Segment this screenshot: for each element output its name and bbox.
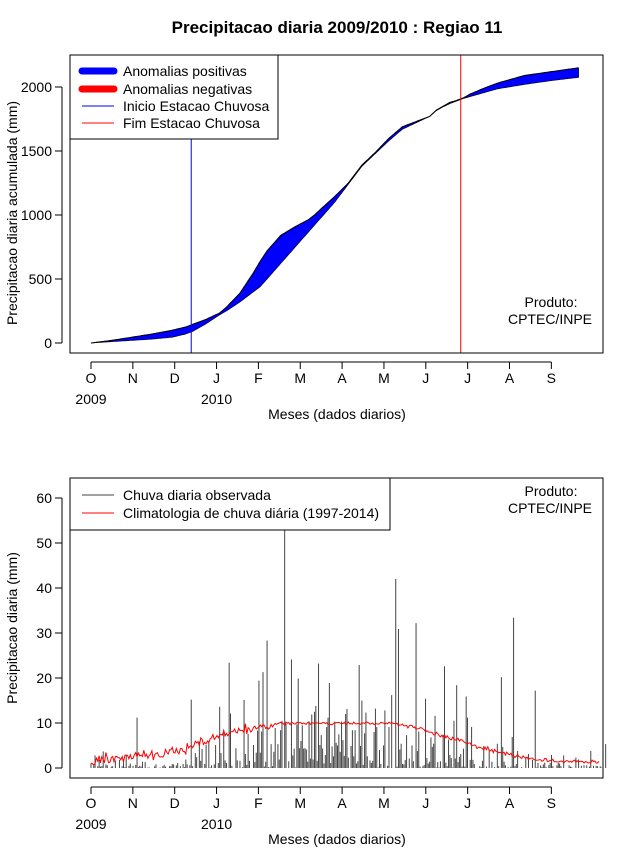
top-x-tick-label: J	[213, 370, 220, 386]
bottom-legend-box	[69, 477, 391, 531]
top-x-tick-label: J	[422, 370, 429, 386]
top-panel: 0 500 1000 1500 2000 O N D J F M A M J J A S 2009 2010 Pr…	[4, 54, 604, 422]
bottom-x-axis-label: Meses (dados diarios)	[268, 831, 406, 847]
legend-label-climatology: Climatologia de chuva diária (1997-2014)	[123, 505, 379, 521]
observed-cumulative-line	[90, 67, 579, 344]
bottom-x-tick-label: A	[337, 795, 347, 811]
legend-label-positive: Anomalias positivas	[123, 63, 247, 79]
top-x-tick-label: A	[505, 370, 515, 386]
bottom-panel: 0 10 20 30 40 50 60 O N D J F M A M J J A S 2009 2010 Preci…	[4, 477, 607, 847]
bottom-y-tick-label: 0	[44, 760, 52, 776]
top-legend: Anomalias positivas Anomalias negativas …	[69, 54, 279, 140]
top-x-tick-label: D	[170, 370, 180, 386]
top-x-tick-label: M	[378, 370, 390, 386]
top-product-label-line2: CPTEC/INPE	[508, 311, 592, 327]
top-product-label-line1: Produto:	[525, 294, 578, 310]
climatology-line	[90, 721, 600, 766]
top-y-tick-label: 1000	[21, 207, 52, 223]
bottom-product-label-line1: Produto:	[525, 483, 578, 499]
top-x-tick-label: M	[294, 370, 306, 386]
bottom-legend: Chuva diaria observada Climatologia de c…	[69, 477, 391, 531]
top-x-tick-label: N	[128, 370, 138, 386]
top-x-tick-label: S	[547, 370, 556, 386]
top-x-tick-label: A	[337, 370, 347, 386]
bottom-x-tick-label: D	[170, 795, 180, 811]
bottom-y-axis-label: Precipitacao diaria (mm)	[4, 552, 20, 704]
bottom-x-tick-label: F	[254, 795, 263, 811]
legend-label-observed: Chuva diaria observada	[123, 487, 271, 503]
bottom-y-tick-label: 30	[36, 625, 52, 641]
bottom-y-axis: 0 10 20 30 40 50 60	[36, 490, 63, 776]
top-plot-frame	[69, 54, 604, 354]
chart-title: Precipitacao diaria 2009/2010 : Regiao 1…	[172, 18, 503, 37]
bottom-x-tick-label: A	[505, 795, 515, 811]
bottom-y-tick-label: 50	[36, 535, 52, 551]
bottom-x-tick-label: J	[464, 795, 471, 811]
bottom-x-tick-label: M	[378, 795, 390, 811]
top-x-tick-label: F	[254, 370, 263, 386]
top-y-tick-label: 2000	[21, 79, 52, 95]
top-y-axis: 0 500 1000 1500 2000	[21, 79, 63, 351]
bottom-x-tick-label: S	[547, 795, 556, 811]
top-y-tick-label: 500	[29, 271, 53, 287]
observed-daily-bars	[90, 528, 607, 768]
bottom-x-axis: O N D J F M A M J J A S 2009 2010	[75, 786, 556, 832]
top-x-axis: O N D J F M A M J J A S 2009 2010	[75, 361, 556, 407]
top-x-axis-label: Meses (dados diarios)	[268, 406, 406, 422]
top-y-tick-label: 1500	[21, 143, 52, 159]
legend-label-end: Fim Estacao Chuvosa	[123, 115, 260, 131]
bottom-y-tick-label: 60	[36, 490, 52, 506]
legend-label-negative: Anomalias negativas	[123, 81, 252, 97]
bottom-y-tick-label: 10	[36, 715, 52, 731]
bottom-y-tick-label: 20	[36, 670, 52, 686]
top-year-label: 2009	[75, 391, 106, 407]
bottom-x-tick-label: N	[128, 795, 138, 811]
top-year-label: 2010	[201, 391, 232, 407]
top-y-tick-label: 0	[44, 335, 52, 351]
bottom-year-label: 2010	[201, 816, 232, 832]
bottom-x-tick-label: J	[422, 795, 429, 811]
bottom-x-tick-label: O	[86, 795, 97, 811]
bottom-x-tick-label: J	[213, 795, 220, 811]
top-x-tick-label: O	[86, 370, 97, 386]
top-x-tick-label: J	[464, 370, 471, 386]
legend-label-start: Inicio Estacao Chuvosa	[123, 98, 270, 114]
bottom-x-tick-label: M	[294, 795, 306, 811]
bottom-product-label-line2: CPTEC/INPE	[508, 500, 592, 516]
bottom-y-tick-label: 40	[36, 580, 52, 596]
top-y-axis-label: Precipitacao diaria acumulada (mm)	[4, 101, 20, 325]
bottom-year-label: 2009	[75, 816, 106, 832]
